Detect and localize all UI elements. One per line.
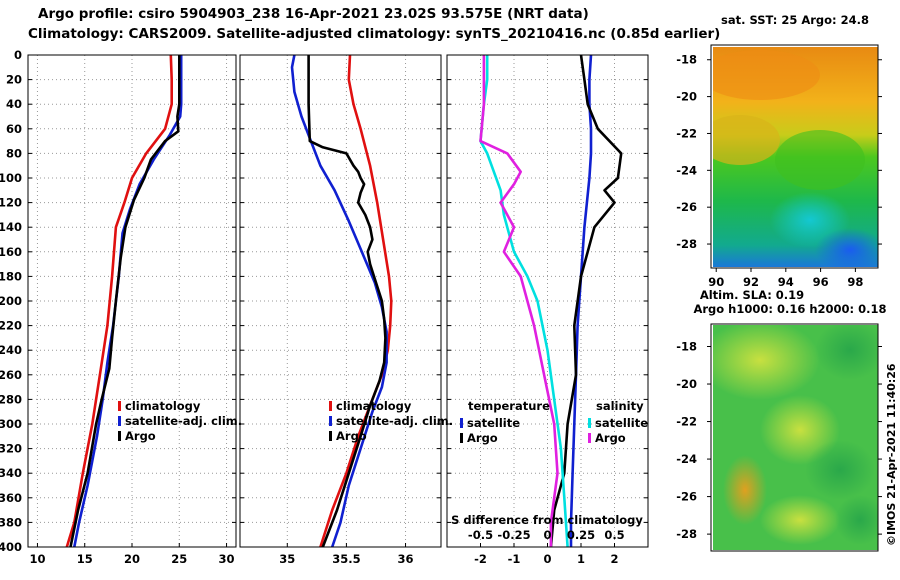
lat-tick-label: -20: [676, 90, 697, 104]
legend-swatch: [460, 418, 463, 428]
series-line-t-argo: [549, 54, 623, 548]
s-difference-tick-label: -0.5: [468, 528, 493, 542]
depth-tick-label: 300: [0, 417, 22, 431]
legend-entry: Argo: [336, 429, 367, 443]
heatmap-1-frame: [710, 44, 879, 269]
depth-tick-label: 0: [14, 48, 22, 62]
depth-tick-label: 340: [0, 466, 22, 480]
x-tick-label: 15: [77, 552, 93, 566]
s-difference-tick-label: 0.5: [604, 528, 624, 542]
depth-tick-label: 60: [6, 122, 22, 136]
depth-tick-label: 240: [0, 343, 22, 357]
legend-entry: Argo: [467, 431, 498, 445]
depth-tick-label: 200: [0, 294, 22, 308]
legend-swatch: [118, 431, 121, 441]
lat-tick-label: -26: [676, 490, 697, 504]
depth-tick-label: 120: [0, 196, 22, 210]
sst-heatmap-title: sat. SST: 25 Argo: 24.8: [721, 13, 869, 27]
depth-tick-label: 220: [0, 319, 22, 333]
depth-tick-label: 140: [0, 220, 22, 234]
series-line-argo: [69, 55, 181, 548]
series-line-s-satellite: [479, 55, 569, 548]
legend-swatch: [329, 416, 332, 426]
x-tick-label: 0: [543, 552, 551, 566]
legend-entry: satellite: [595, 416, 648, 430]
depth-tick-label: 280: [0, 392, 22, 406]
lat-tick-label: -18: [676, 340, 697, 354]
lon-tick-label: 96: [813, 275, 829, 289]
legend-entry: climatology: [336, 399, 412, 413]
legend-entry: climatology: [125, 399, 201, 413]
depth-tick-label: 20: [6, 73, 22, 87]
x-tick-label: -2: [474, 552, 487, 566]
lat-tick-label: -28: [676, 527, 697, 541]
series-line-climatology: [65, 54, 173, 548]
series-line-s-argo: [479, 55, 559, 547]
lon-tick-label: 90: [708, 275, 724, 289]
legend-swatch: [588, 418, 591, 428]
series-line-argo: [307, 55, 387, 548]
depth-tick-label: 100: [0, 171, 22, 185]
legend-swatch: [118, 401, 121, 411]
legend-swatch: [460, 433, 463, 443]
legend-swatch: [118, 416, 121, 426]
lat-tick-label: -24: [676, 452, 697, 466]
depth-tick-label: 80: [6, 146, 22, 160]
heatmap-2-frame: [710, 323, 879, 552]
lat-tick-label: -26: [676, 200, 697, 214]
legend-entry: satellite: [467, 416, 520, 430]
legend-title-temperature: temperature: [468, 399, 550, 413]
sla-heatmap-image: [713, 325, 878, 550]
depth-tick-label: 400: [0, 540, 22, 554]
lat-tick-label: -20: [676, 377, 697, 391]
depth-tick-label: 40: [6, 97, 22, 111]
x-tick-label: 2: [610, 552, 618, 566]
x-tick-label: 35.5: [332, 552, 360, 566]
lat-tick-label: -18: [676, 53, 697, 67]
depth-tick-label: 180: [0, 269, 22, 283]
lat-tick-label: -24: [676, 163, 697, 177]
legend-title-salinity: salinity: [596, 399, 644, 413]
sla-heatmap-title: Argo h1000: 0.16 h2000: 0.18: [693, 302, 886, 316]
s-difference-tick-label: 0.25: [567, 528, 595, 542]
lat-tick-label: -28: [676, 237, 697, 251]
legend-swatch: [329, 401, 332, 411]
legend-entry: Argo: [595, 431, 626, 445]
x-tick-label: 36: [398, 552, 414, 566]
s-difference-tick-label: 0: [543, 528, 551, 542]
depth-tick-label: 380: [0, 515, 22, 529]
legend-entry: satellite-adj. clim.: [125, 414, 242, 428]
chart-title-line-2: Climatology: CARS2009. Satellite-adjuste…: [28, 26, 721, 42]
x-tick-label: 25: [171, 552, 187, 566]
depth-tick-label: 360: [0, 491, 22, 505]
x-tick-label: -1: [508, 552, 521, 566]
legend-swatch: [329, 431, 332, 441]
lon-tick-label: 94: [778, 275, 794, 289]
legend-swatch: [588, 433, 591, 443]
lon-tick-label: 98: [847, 275, 863, 289]
series-line-satellite-adj-clim-: [73, 55, 183, 548]
depth-tick-label: 320: [0, 442, 22, 456]
lat-tick-label: -22: [676, 126, 697, 140]
lat-tick-label: -22: [676, 415, 697, 429]
depth-tick-label: 160: [0, 245, 22, 259]
x-tick-label: 35: [279, 552, 295, 566]
sst-heatmap-image: [713, 47, 878, 267]
s-difference-axis-label: S difference from climatology: [451, 513, 643, 527]
x-tick-label: 30: [219, 552, 235, 566]
s-difference-tick-label: -0.25: [497, 528, 530, 542]
x-tick-label: 20: [124, 552, 140, 566]
chart-title-line-1: Argo profile: csiro 5904903_238 16-Apr-2…: [38, 6, 589, 22]
x-tick-label: 1: [577, 552, 585, 566]
depth-tick-label: 260: [0, 368, 22, 382]
legend-entry: satellite-adj. clim.: [336, 414, 453, 428]
lon-tick-label: 92: [743, 275, 759, 289]
x-tick-label: 10: [29, 552, 45, 566]
altim-sla-label: Altim. SLA: 0.19: [700, 288, 804, 302]
series-line-climatology: [319, 54, 393, 548]
legend-entry: Argo: [125, 429, 156, 443]
